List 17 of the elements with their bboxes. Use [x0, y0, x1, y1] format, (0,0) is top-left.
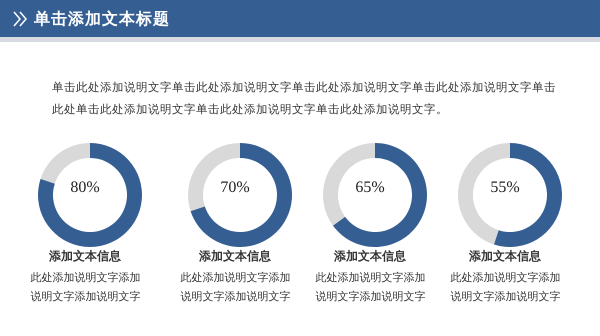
text: 80%: [69, 179, 101, 197]
text: 添加文本信息: [198, 248, 272, 265]
donut-slice: [190, 143, 292, 247]
text: 此处添加说明文字添加说明文字添加说明文字: [30, 270, 142, 305]
text: 此处添加说明文字添加说明文字添加说明文字: [180, 270, 292, 305]
text: 添加文本信息: [48, 248, 122, 265]
text: 65%: [354, 179, 386, 197]
donut-slice: [332, 143, 427, 247]
text: 添加文本信息: [468, 248, 542, 265]
text: 单击此处添加说明文字单击此处添加说明文字单击此处添加说明文字单击此处添加说明文字单击此处单击此处添加说明文字单击此处添加说明文字单击此处添加说明文字。: [52, 79, 557, 118]
text: 此处添加说明文字添加说明文字添加说明文字: [450, 270, 562, 305]
text: 此处添加说明文字添加说明文字添加说明文字: [314, 270, 426, 305]
text: 70%: [219, 179, 251, 197]
text: 添加文本信息: [333, 248, 407, 265]
donut-slice: [38, 143, 142, 247]
text: 55%: [489, 179, 521, 197]
text: 单击添加文本标题: [34, 9, 170, 30]
